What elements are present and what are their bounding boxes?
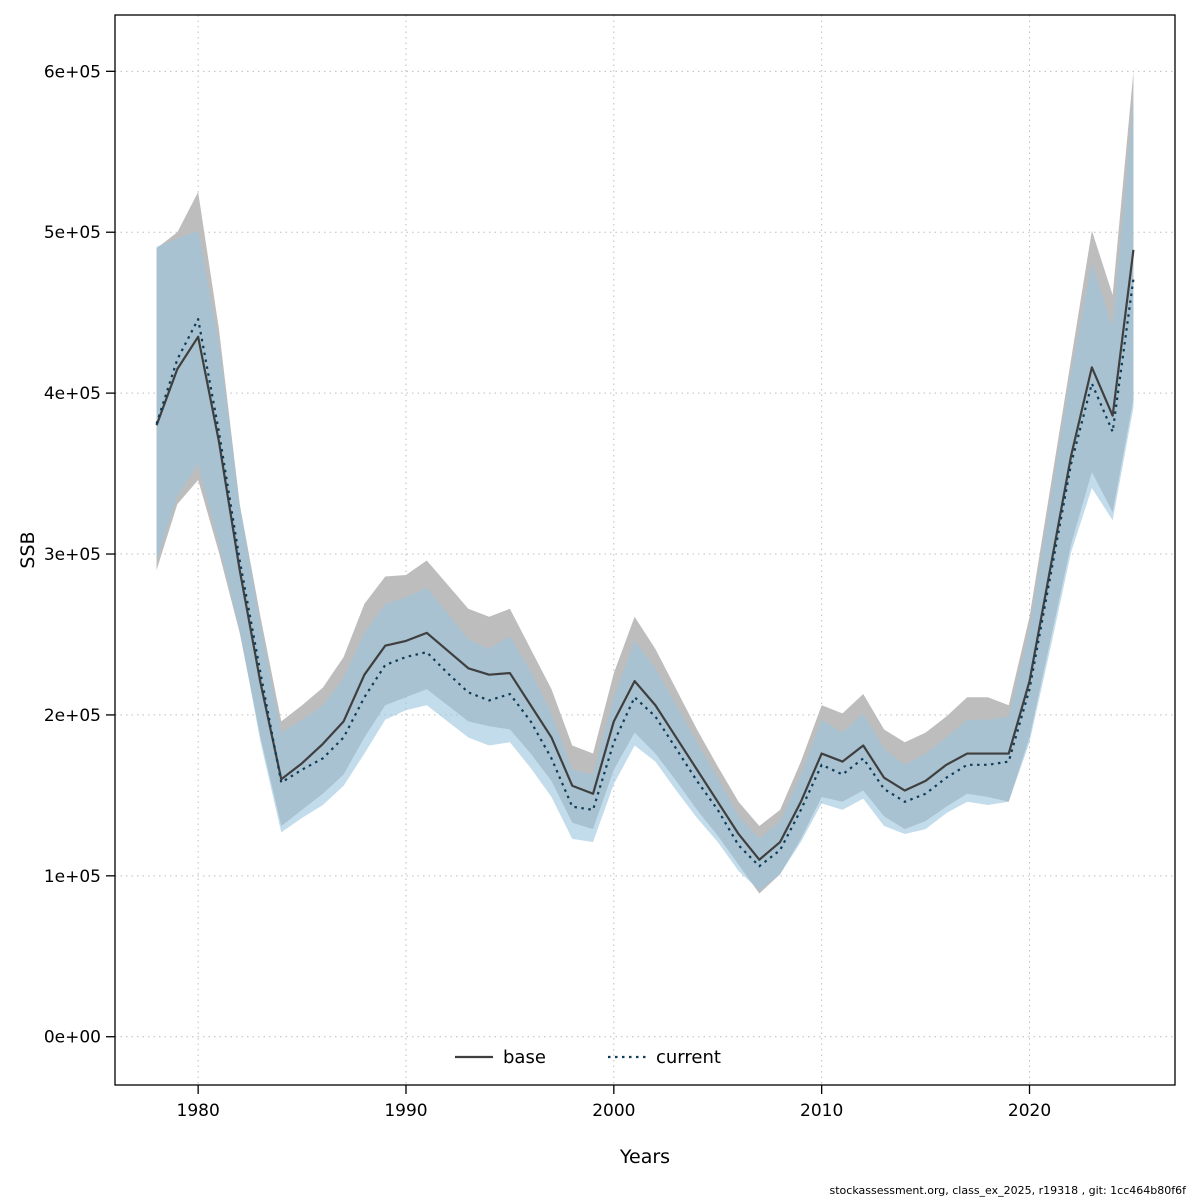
y-tick-label: 3e+05 [44, 545, 101, 565]
y-tick-label: 6e+05 [44, 62, 101, 82]
x-tick-label: 2010 [800, 1101, 843, 1121]
y-axis-label: SSB [17, 531, 39, 568]
y-tick-label: 5e+05 [44, 223, 101, 243]
footer-note: stockassessment.org, class_ex_2025, r193… [830, 1184, 1188, 1197]
legend-current-label: current [656, 1047, 721, 1068]
x-axis-label: Years [619, 1146, 670, 1168]
series-lines [155, 249, 1135, 868]
y-tick-label: 4e+05 [44, 384, 101, 404]
x-tick-label: 2020 [1008, 1101, 1051, 1121]
legend-base-label: base [503, 1047, 546, 1068]
y-tick-label: 1e+05 [44, 867, 101, 887]
x-tick-label: 1990 [384, 1101, 427, 1121]
current-confidence-band [156, 101, 1134, 891]
x-axis: 1980 1990 2000 2010 2020 [177, 1085, 1051, 1121]
x-tick-label: 1980 [177, 1101, 220, 1121]
y-axis: 0e+00 1e+05 2e+05 3e+05 4e+05 5e+05 6e+05 [44, 62, 115, 1048]
plot-border [114, 14, 1176, 1086]
legend: base current [455, 1047, 721, 1068]
grid-lines [115, 15, 1175, 1085]
x-tick-label: 2000 [592, 1101, 635, 1121]
confidence-bands [156, 71, 1134, 894]
y-tick-label: 2e+05 [44, 706, 101, 726]
base-line [155, 249, 1135, 861]
current-line [155, 278, 1135, 868]
y-tick-label: 0e+00 [44, 1028, 101, 1048]
